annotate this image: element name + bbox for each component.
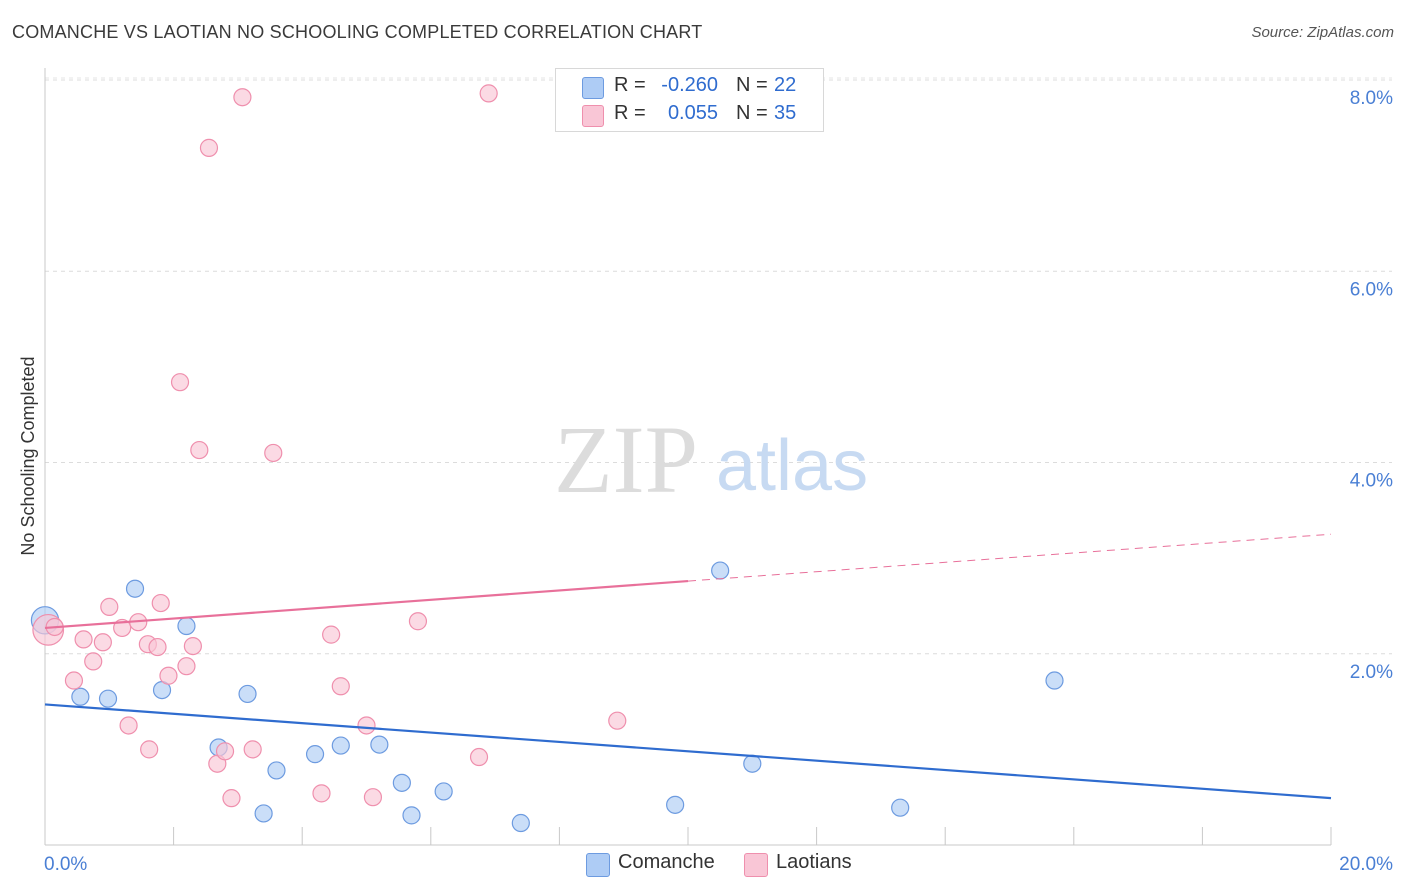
x-tick-label: 20.0%	[1339, 854, 1393, 875]
legend-r-label: R =	[614, 74, 646, 96]
point-laotians	[408, 612, 428, 631]
point-laotians	[93, 633, 112, 652]
point-laotians	[74, 630, 93, 649]
legend-swatch-laotians	[582, 105, 604, 127]
watermark-zip: ZIP	[554, 406, 698, 513]
point-comanche	[891, 798, 910, 817]
point-comanche	[254, 804, 273, 823]
legend-n-label: N =	[736, 74, 768, 96]
trend-line-extension-laotians	[687, 533, 1332, 582]
correlation-legend: R = -0.260 N = 22 R = 0.055 N = 35	[555, 68, 824, 132]
chart-title: COMANCHE VS LAOTIAN NO SCHOOLING COMPLET…	[12, 22, 703, 42]
point-comanche	[743, 754, 762, 773]
point-laotians	[264, 443, 283, 463]
x-tick-label: 0.0%	[44, 854, 87, 875]
point-laotians	[159, 666, 178, 685]
series-swatch-laotians	[744, 853, 768, 877]
point-comanche	[305, 745, 325, 764]
series-label-comanche: Comanche	[618, 851, 715, 873]
series-swatch-comanche	[586, 853, 610, 877]
point-laotians	[469, 747, 489, 767]
source-note: Source: ZipAtlas.com	[1251, 24, 1394, 41]
point-laotians	[608, 711, 627, 730]
legend-r-value: -0.260	[661, 74, 718, 96]
axes	[44, 68, 1332, 846]
point-laotians	[140, 740, 159, 759]
point-laotians	[170, 373, 190, 392]
point-comanche	[71, 687, 90, 706]
legend-row-comanche: R = -0.260 N = 22	[556, 74, 823, 102]
point-comanche	[511, 813, 530, 833]
point-laotians	[64, 671, 84, 690]
point-comanche	[392, 773, 411, 792]
point-laotians	[357, 716, 376, 735]
point-laotians	[84, 652, 103, 671]
point-laotians	[199, 138, 219, 157]
point-laotians	[215, 742, 235, 761]
watermark: ZIP atlas	[554, 406, 868, 513]
point-comanche	[331, 736, 350, 755]
y-tick-label: 4.0%	[1350, 471, 1393, 492]
legend-r-value: 0.055	[667, 102, 718, 124]
legend-r-label: R =	[614, 102, 646, 124]
point-comanche	[1045, 671, 1064, 690]
point-laotians	[479, 84, 498, 103]
point-comanche	[434, 782, 453, 801]
point-comanche	[370, 735, 389, 754]
point-comanche	[402, 806, 421, 825]
legend-row-laotians: R = 0.055 N = 35	[556, 102, 823, 130]
y-tick-label: 2.0%	[1350, 662, 1393, 683]
point-laotians	[148, 637, 167, 657]
point-laotians	[243, 740, 262, 759]
trend-lines	[44, 533, 1332, 800]
y-tick-label: 6.0%	[1350, 279, 1393, 300]
point-comanche	[666, 795, 685, 814]
legend-n-label: N =	[736, 102, 768, 124]
point-laotians	[331, 677, 350, 696]
y-tick-label: 8.0%	[1350, 88, 1393, 109]
trend-line-comanche	[44, 703, 1332, 800]
y-axis-label: No Schooling Completed	[18, 356, 38, 555]
legend-swatch-comanche	[582, 77, 604, 99]
series-label-laotians: Laotians	[776, 851, 852, 873]
point-laotians	[363, 788, 383, 807]
point-laotians	[177, 657, 196, 676]
point-laotians	[183, 636, 202, 656]
point-comanche	[125, 579, 145, 598]
legend-n-value: 22	[774, 74, 797, 96]
tick-labels: 2.0% 4.0% 6.0% 8.0% 0.0% 20.0%	[44, 88, 1393, 875]
point-laotians	[151, 593, 170, 613]
point-laotians	[312, 784, 331, 803]
point-laotians	[190, 440, 209, 460]
watermark-atlas: atlas	[716, 426, 868, 506]
point-comanche	[267, 761, 286, 780]
point-comanche	[98, 689, 118, 708]
point-laotians	[100, 597, 119, 616]
point-comanche	[711, 561, 730, 580]
data-points	[30, 84, 1064, 833]
trend-line-laotians	[44, 579, 689, 630]
point-laotians	[233, 88, 252, 107]
point-laotians	[322, 625, 341, 644]
point-comanche	[238, 684, 257, 704]
point-laotians	[222, 789, 241, 808]
point-laotians	[119, 716, 138, 735]
legend-n-value: 35	[774, 102, 797, 124]
point-comanche	[177, 616, 196, 636]
